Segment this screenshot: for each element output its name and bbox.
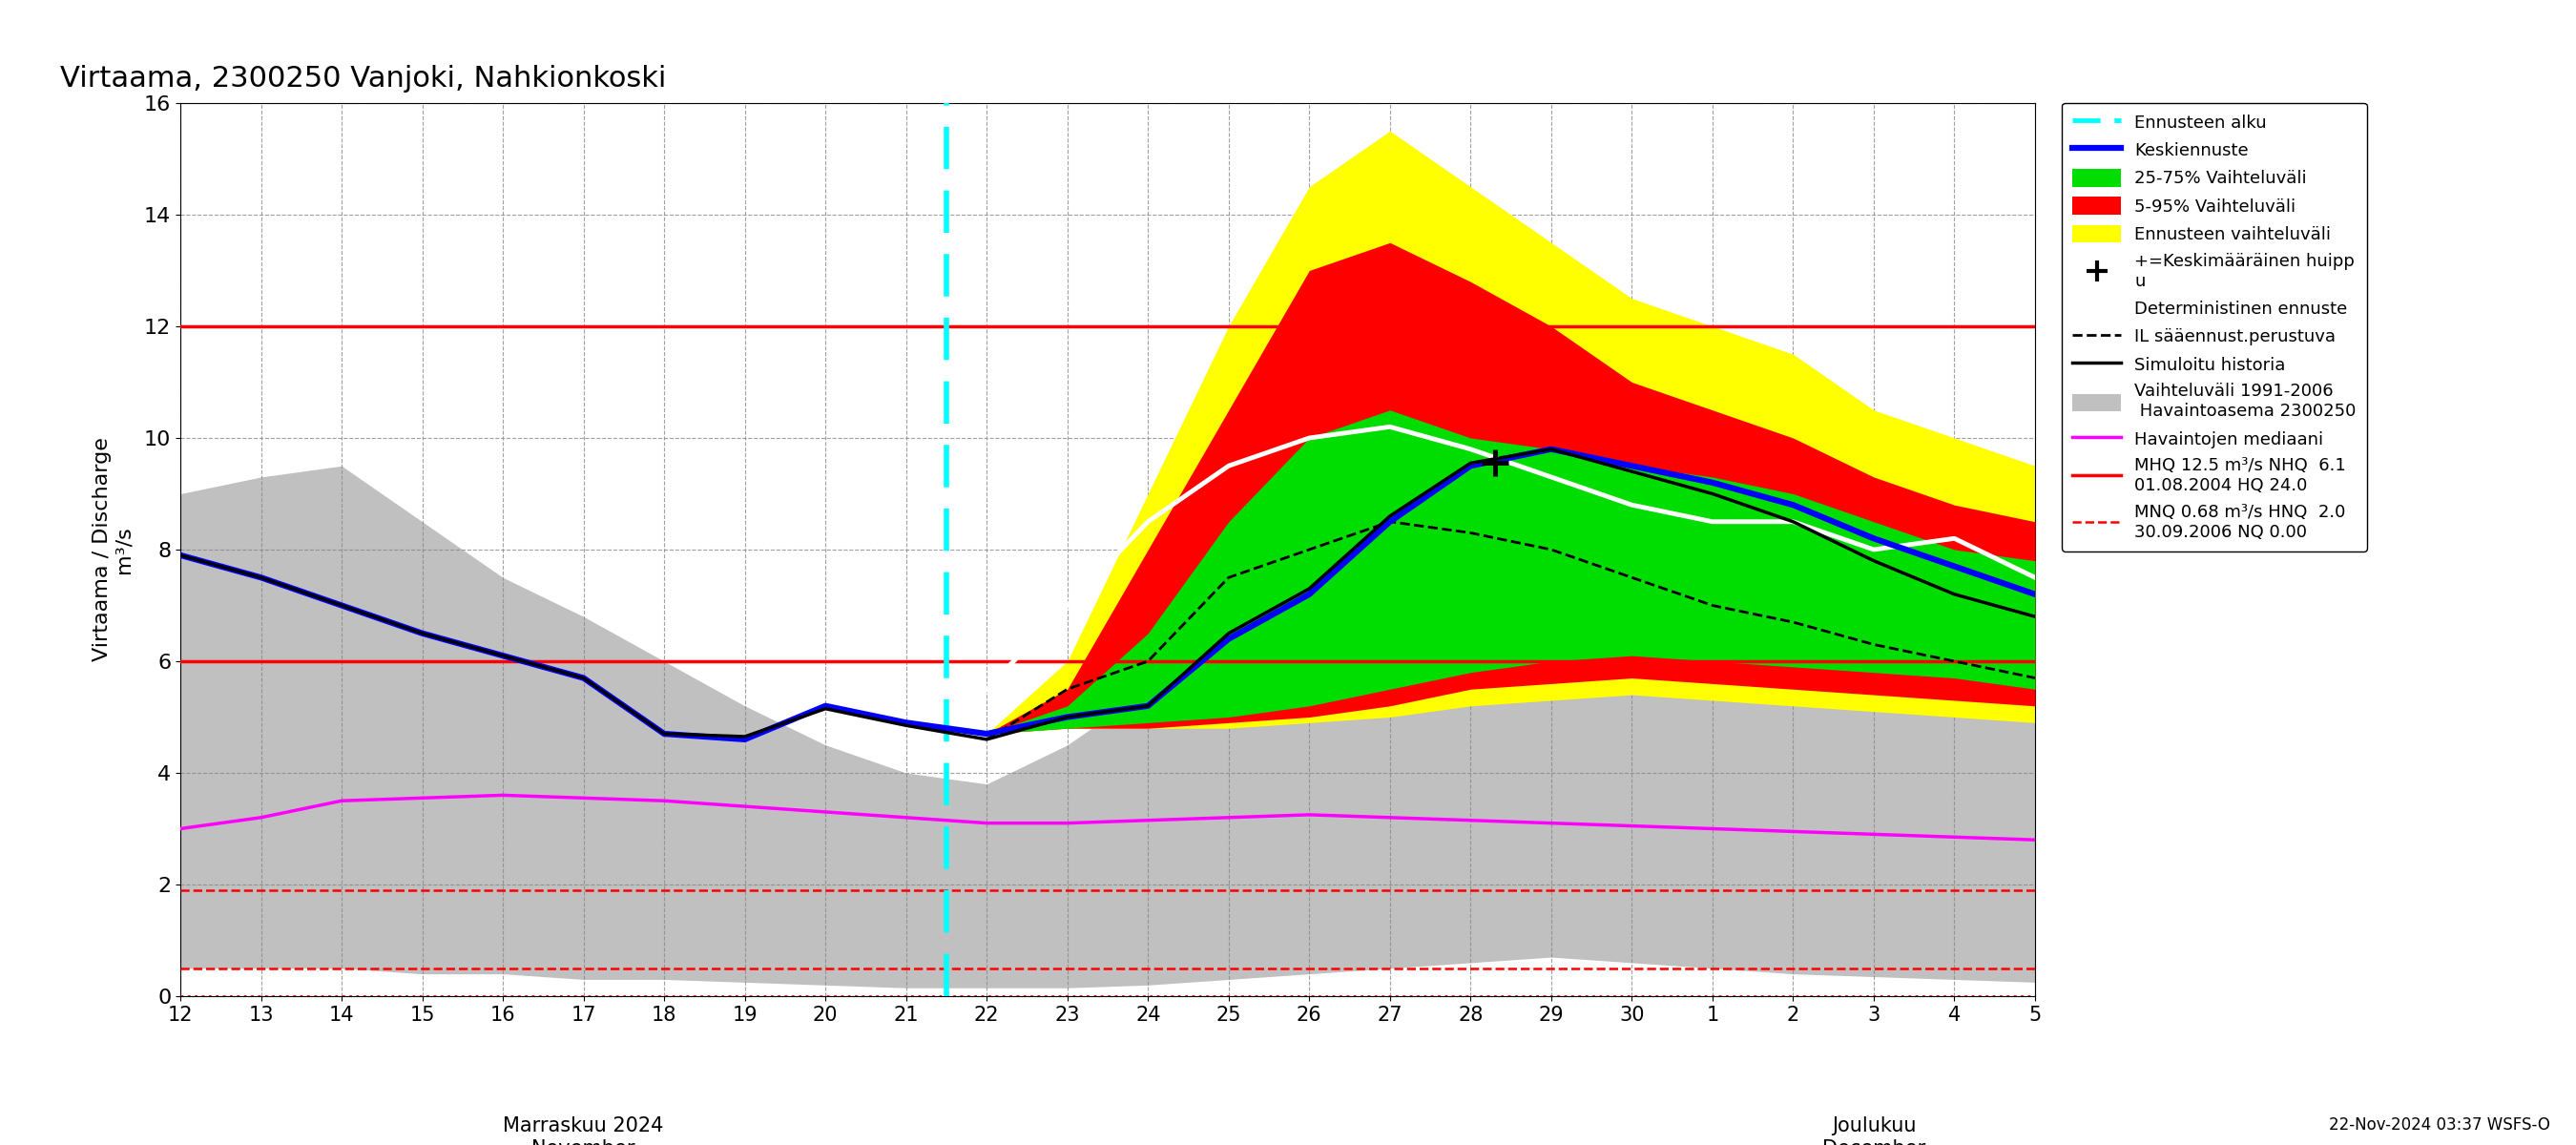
Text: 22-Nov-2024 03:37 WSFS-O: 22-Nov-2024 03:37 WSFS-O [2329,1116,2550,1134]
Y-axis label: Virtaama / Discharge
m³/s: Virtaama / Discharge m³/s [93,437,134,662]
Legend: Ennusteen alku, Keskiennuste, 25-75% Vaihteluväli, 5-95% Vaihteluväli, Ennusteen: Ennusteen alku, Keskiennuste, 25-75% Vai… [2063,103,2367,552]
Text: Joulukuu
December: Joulukuu December [1821,1116,1924,1145]
Text: Virtaama, 2300250 Vanjoki, Nahkionkoski: Virtaama, 2300250 Vanjoki, Nahkionkoski [59,65,667,93]
Text: Marraskuu 2024
November: Marraskuu 2024 November [502,1116,665,1145]
